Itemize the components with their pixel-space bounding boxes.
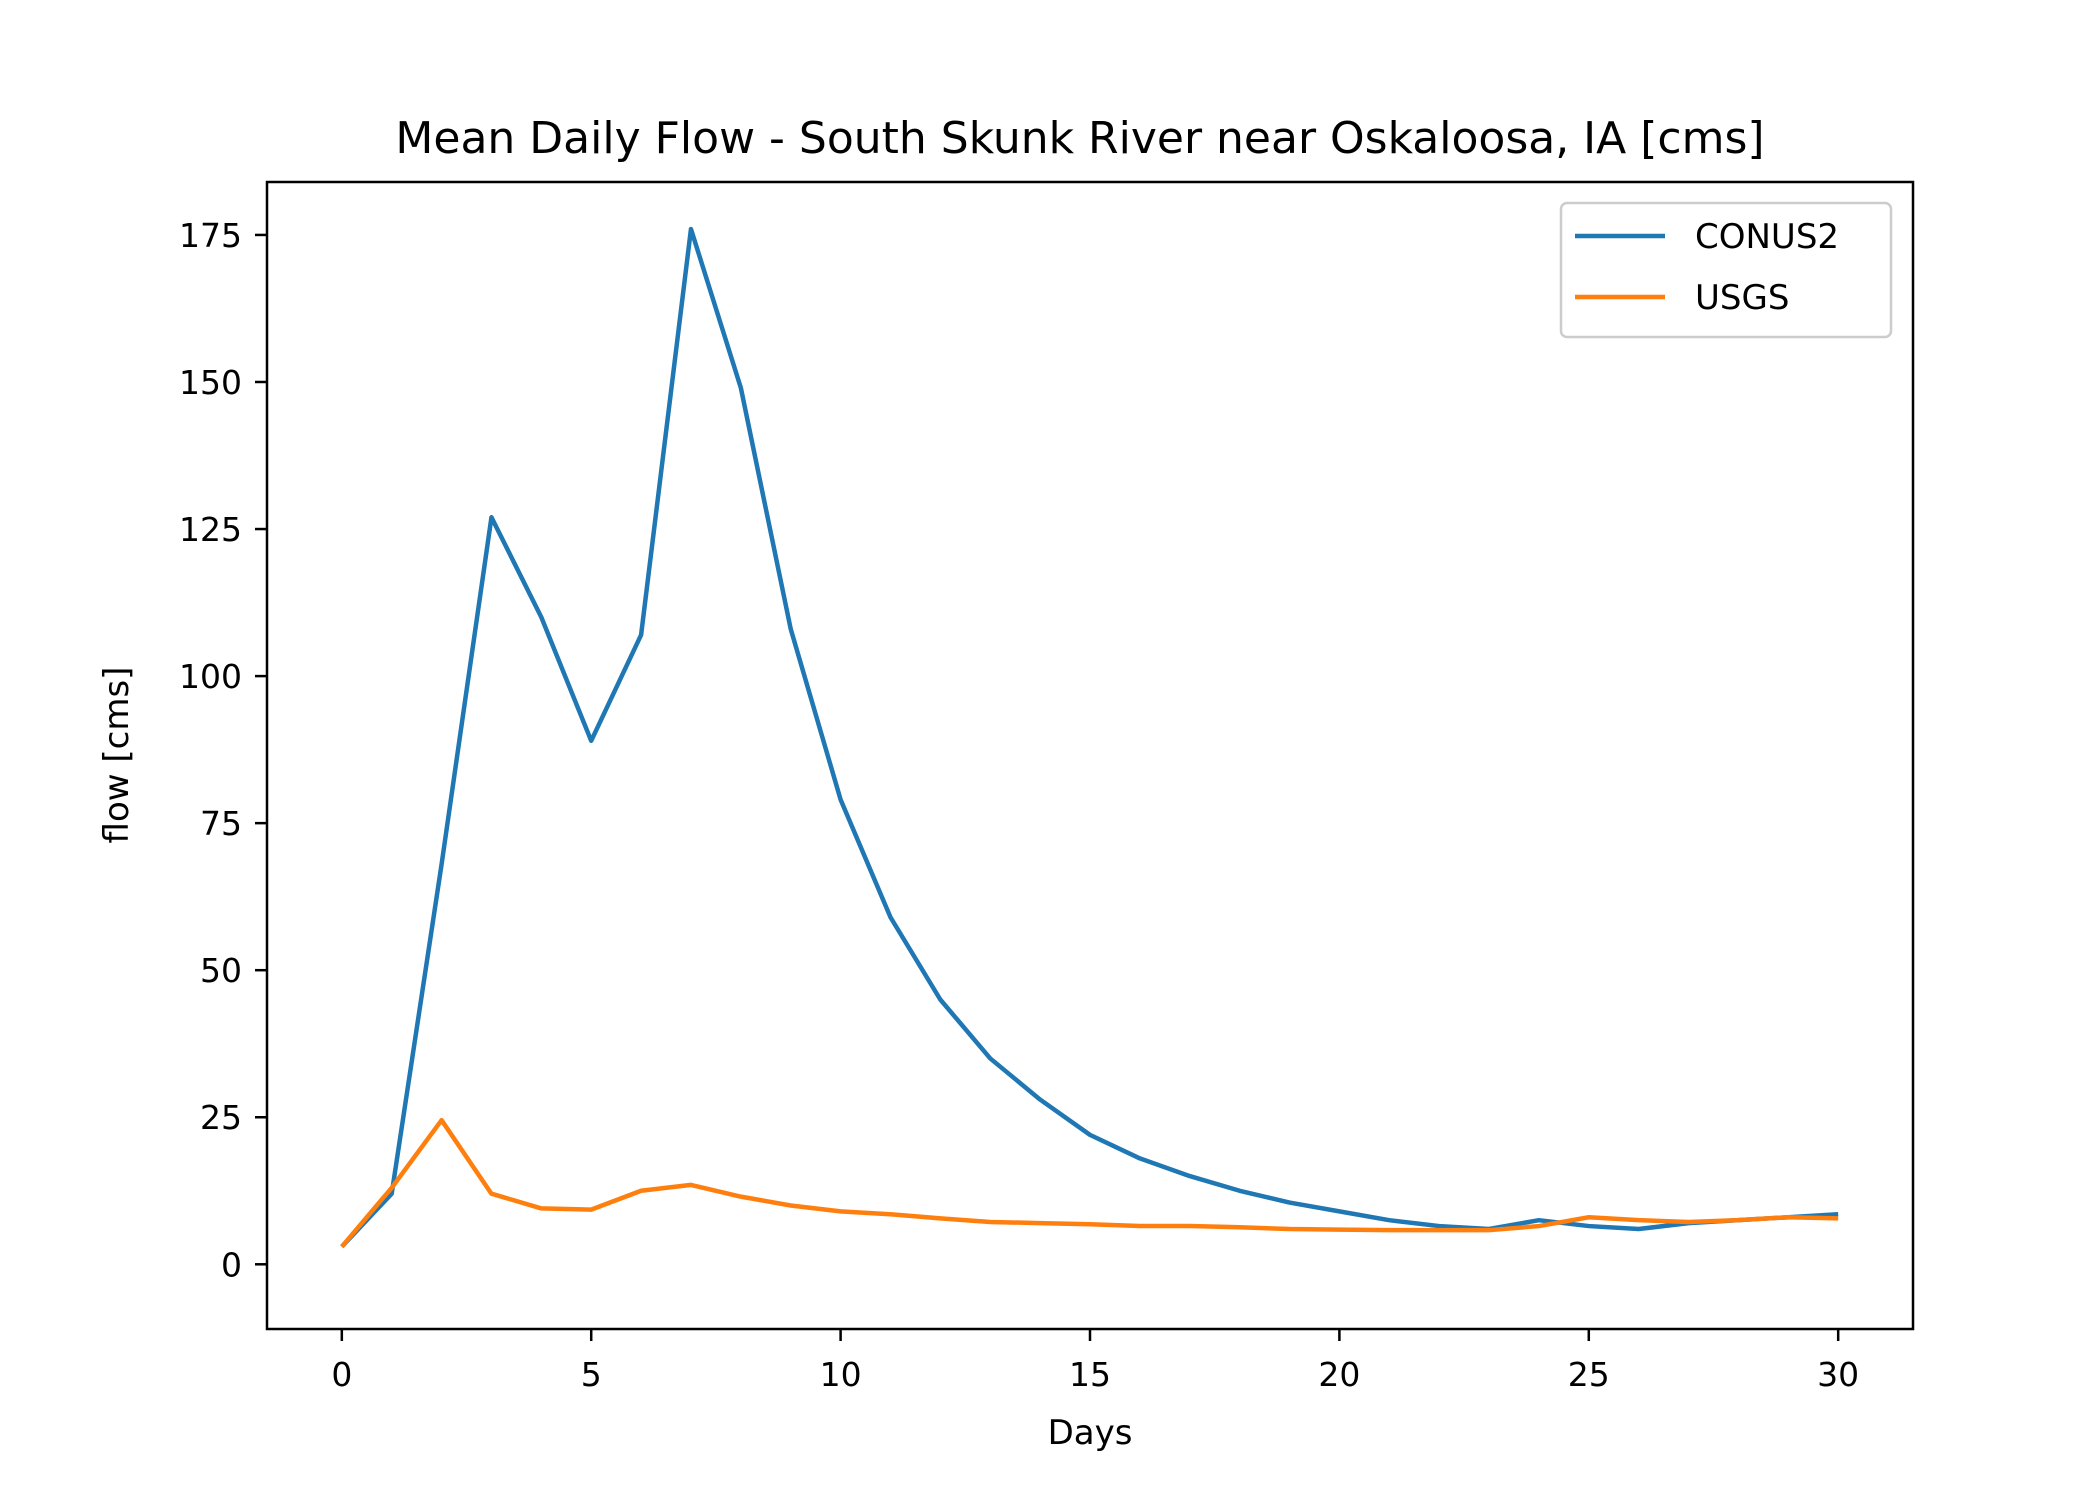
data-point-usgs-19 [1289, 1229, 1290, 1230]
data-point-conus2-25 [1588, 1226, 1589, 1227]
data-point-conus2-20 [1339, 1211, 1340, 1212]
data-point-usgs-2 [441, 1120, 442, 1121]
data-point-usgs-0 [341, 1246, 342, 1247]
series-line-usgs [340, 1117, 1839, 1249]
legend-label-conus2: CONUS2 [1695, 217, 1839, 257]
data-point-conus2-9 [790, 629, 791, 630]
y-tick-label: 75 [200, 804, 242, 843]
x-tick-label: 0 [331, 1355, 352, 1394]
y-tick-label: 150 [179, 363, 242, 402]
data-point-usgs-10 [840, 1211, 841, 1212]
data-point-conus2-12 [940, 999, 941, 1000]
series-line-conus2 [340, 226, 1839, 1249]
data-point-usgs-12 [940, 1218, 941, 1219]
x-tick-label: 25 [1568, 1355, 1610, 1394]
data-point-conus2-4 [541, 617, 542, 618]
data-point-conus2-26 [1638, 1229, 1639, 1230]
legend-label-usgs: USGS [1695, 278, 1789, 318]
plot-lines [340, 226, 1839, 1249]
data-point-usgs-20 [1339, 1229, 1340, 1230]
data-point-usgs-27 [1688, 1221, 1689, 1222]
y-tick-label: 125 [179, 510, 242, 549]
data-point-conus2-6 [641, 634, 642, 635]
data-point-conus2-3 [491, 517, 492, 518]
data-point-usgs-22 [1439, 1230, 1440, 1231]
data-point-conus2-10 [840, 799, 841, 800]
data-point-usgs-1 [391, 1187, 392, 1188]
data-point-conus2-5 [591, 740, 592, 741]
data-point-usgs-7 [690, 1184, 691, 1185]
data-point-conus2-2 [441, 864, 442, 865]
legend: CONUS2 USGS [1559, 201, 1893, 339]
data-point-conus2-30 [1838, 1214, 1839, 1215]
data-point-usgs-17 [1189, 1226, 1190, 1227]
data-point-usgs-6 [641, 1190, 642, 1191]
data-point-usgs-11 [890, 1214, 891, 1215]
data-point-conus2-19 [1289, 1202, 1290, 1203]
x-tick-label: 10 [820, 1355, 862, 1394]
data-point-usgs-9 [790, 1205, 791, 1206]
y-tick-label: 0 [221, 1245, 242, 1284]
data-point-conus2-16 [1139, 1158, 1140, 1159]
data-point-usgs-5 [591, 1209, 592, 1210]
y-tick-label: 50 [200, 951, 242, 990]
data-point-conus2-7 [690, 229, 691, 230]
data-point-conus2-24 [1538, 1220, 1539, 1221]
data-point-usgs-25 [1588, 1217, 1589, 1218]
chart-title: Mean Daily Flow - South Skunk River near… [395, 113, 1764, 164]
data-point-conus2-15 [1090, 1134, 1091, 1135]
data-point-conus2-21 [1389, 1220, 1390, 1221]
y-axis-label: flow [cms] [97, 667, 137, 844]
data-point-usgs-24 [1538, 1226, 1539, 1227]
data-point-usgs-16 [1139, 1226, 1140, 1227]
data-point-conus2-8 [740, 387, 741, 388]
y-tick-label: 100 [179, 657, 242, 696]
data-point-conus2-11 [890, 917, 891, 918]
data-point-usgs-3 [491, 1193, 492, 1194]
data-point-usgs-21 [1389, 1230, 1390, 1231]
data-point-usgs-23 [1489, 1230, 1490, 1231]
x-tick-label: 15 [1069, 1355, 1111, 1394]
data-point-conus2-22 [1439, 1226, 1440, 1227]
x-tick-label: 20 [1318, 1355, 1360, 1394]
x-axis-label: Days [1048, 1413, 1133, 1453]
data-point-usgs-14 [1040, 1223, 1041, 1224]
data-point-usgs-4 [541, 1208, 542, 1209]
data-point-usgs-13 [990, 1221, 991, 1222]
data-point-usgs-8 [740, 1196, 741, 1197]
y-tick-label: 175 [179, 216, 242, 255]
data-point-conus2-17 [1189, 1176, 1190, 1177]
y-axis-ticks: 0 25 50 75 100 125 150 175 [179, 216, 267, 1284]
data-point-usgs-18 [1239, 1227, 1240, 1228]
x-tick-label: 30 [1817, 1355, 1859, 1394]
data-point-usgs-29 [1788, 1217, 1789, 1218]
data-point-usgs-15 [1090, 1224, 1091, 1225]
data-point-usgs-30 [1838, 1218, 1839, 1219]
data-point-conus2-18 [1239, 1190, 1240, 1191]
data-point-usgs-28 [1738, 1220, 1739, 1221]
data-point-conus2-13 [990, 1058, 991, 1059]
x-axis-ticks: 0 5 10 15 20 25 30 [331, 1329, 1859, 1394]
data-point-usgs-26 [1638, 1220, 1639, 1221]
y-tick-label: 25 [200, 1098, 242, 1137]
data-point-conus2-1 [391, 1193, 392, 1194]
x-tick-label: 5 [581, 1355, 602, 1394]
data-point-conus2-14 [1040, 1099, 1041, 1100]
